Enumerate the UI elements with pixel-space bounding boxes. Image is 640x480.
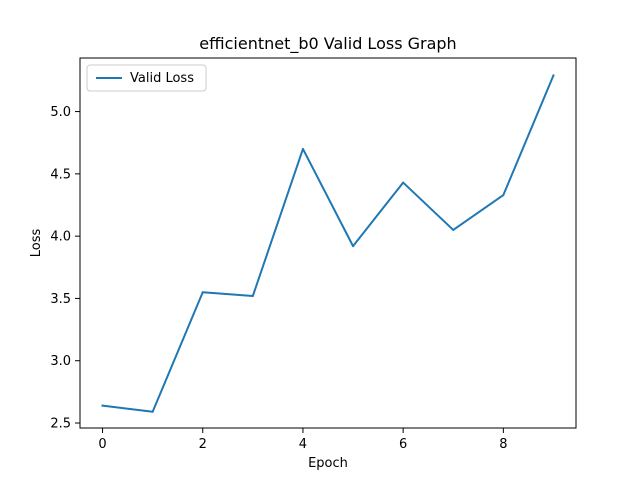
plot-area-frame (79, 57, 577, 429)
data-point (352, 245, 355, 248)
y-tick-label: 2.5 (50, 417, 71, 432)
data-point (101, 404, 104, 407)
data-point (201, 291, 204, 294)
y-tick-label: 3.0 (50, 354, 71, 369)
y-tick-label: 4.0 (50, 230, 71, 245)
x-tick-label: 8 (499, 437, 507, 452)
x-tick-label: 4 (299, 437, 307, 452)
data-point (502, 194, 505, 197)
legend-box (86, 64, 207, 92)
data-point (251, 294, 254, 297)
x-axis-label: Epoch (308, 456, 348, 471)
legend-label-valid-loss: Valid Loss (130, 71, 194, 86)
y-tick-label: 5.0 (50, 105, 71, 120)
data-point (452, 228, 455, 231)
x-tick-label: 6 (399, 437, 407, 452)
x-tick-label: 2 (199, 437, 207, 452)
data-point (552, 74, 555, 77)
chart-title: efficientnet_b0 Valid Loss Graph (199, 34, 456, 54)
y-axis-label: Loss (29, 229, 44, 258)
y-tick-label: 4.5 (50, 167, 71, 182)
x-tick-label: 0 (98, 437, 106, 452)
series-line-valid-loss (101, 74, 555, 413)
data-point (301, 147, 304, 150)
series-layer (101, 74, 555, 413)
data-point (151, 410, 154, 413)
legend: Valid Loss (86, 64, 207, 92)
ticks-layer: 0 2 4 6 8 2.5 3.0 3.5 4.0 4.5 5.0 (50, 105, 507, 452)
data-point (402, 181, 405, 184)
y-tick-label: 3.5 (50, 292, 71, 307)
